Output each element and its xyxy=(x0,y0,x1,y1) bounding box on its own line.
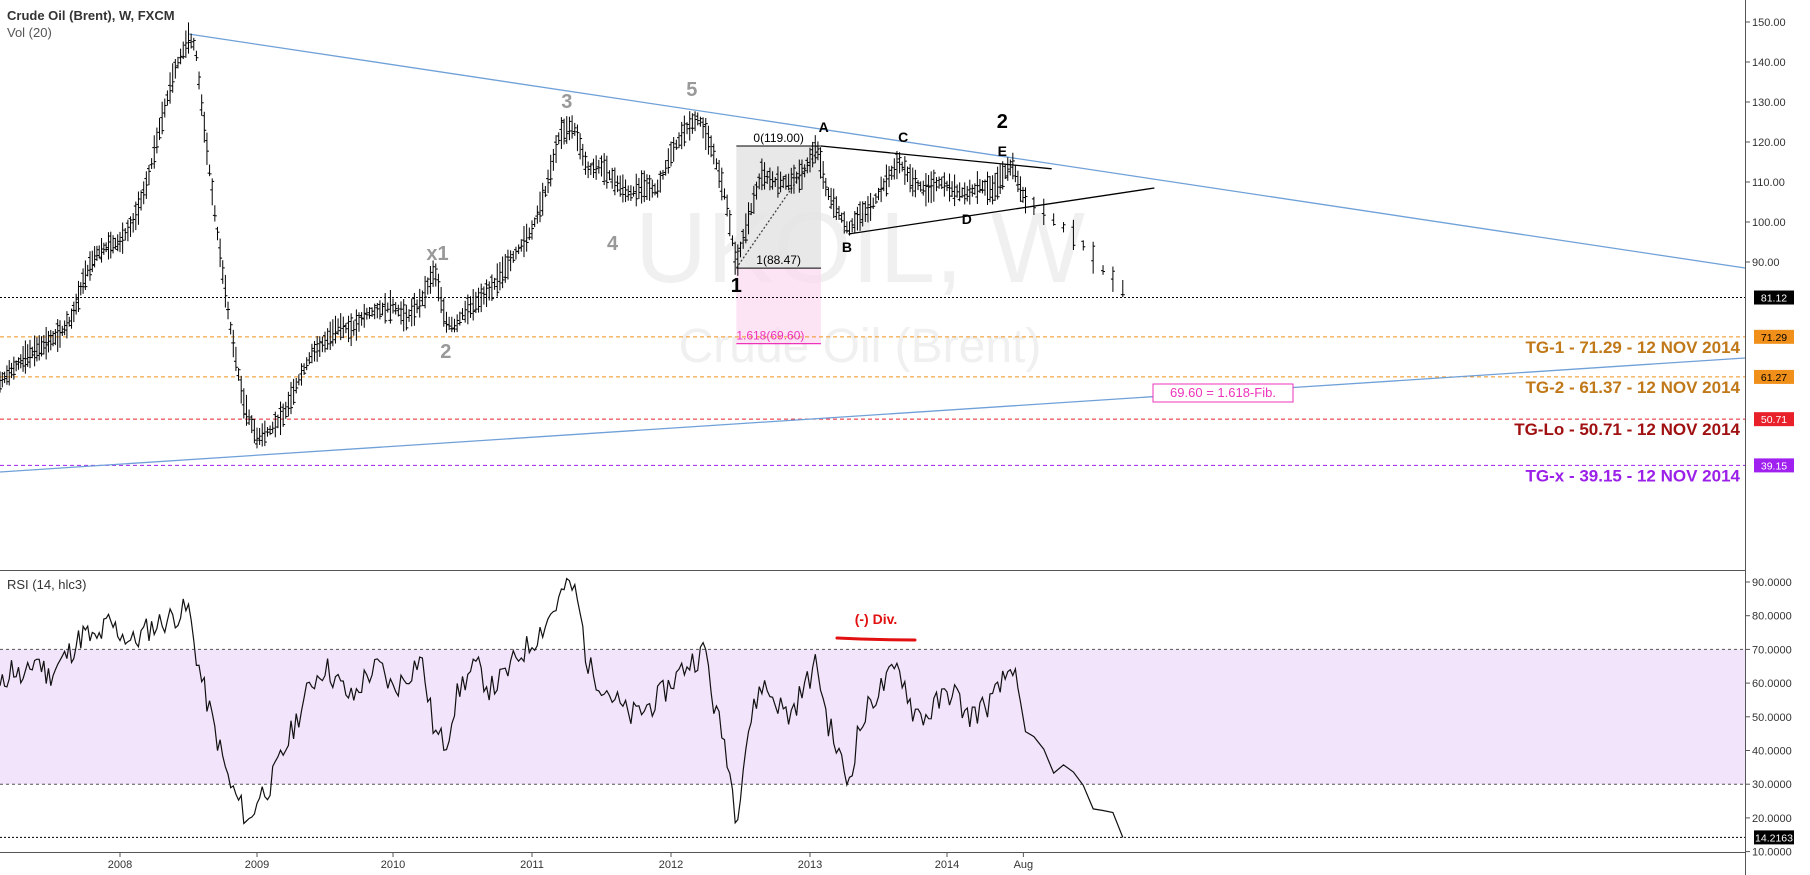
wave-label-C: C xyxy=(898,129,908,145)
price-tick-label: 100.00 xyxy=(1752,217,1786,229)
price-tick-label: 120.00 xyxy=(1752,137,1786,149)
rsi-tick-label: 70.0000 xyxy=(1752,644,1792,656)
rsi-divergence-underline xyxy=(835,636,917,642)
triangle-lower-line xyxy=(848,187,1155,235)
time-tick-label: 2011 xyxy=(520,859,544,871)
rsi-tick-label: 60.0000 xyxy=(1752,678,1792,690)
price-tag-label: 61.27 xyxy=(1761,372,1787,384)
wave-label-1: 1 xyxy=(731,275,742,297)
wave-label-2: 2 xyxy=(997,111,1008,133)
fib-callout-box xyxy=(1152,383,1294,403)
tglo-label: TG-Lo - 50.71 - 12 NOV 2014 xyxy=(1514,420,1740,439)
rsi-tick-label: 30.0000 xyxy=(1752,779,1792,791)
rsi-tick-label: 20.0000 xyxy=(1752,813,1792,825)
time-tick-label: 2012 xyxy=(659,859,683,871)
price-tag-bg xyxy=(1754,458,1794,473)
price-tag-bg xyxy=(1754,830,1794,845)
lower-trendline xyxy=(0,357,1746,473)
time-tick-label: 2009 xyxy=(245,859,269,871)
rsi-axis: 90.0000 80.0000 70.0000 60.0000 50.0000 40.00… xyxy=(1745,577,1792,859)
wave-label-B: B xyxy=(842,239,852,255)
price-tick-label: 130.00 xyxy=(1752,97,1786,109)
rsi-tick-label: 10.0000 xyxy=(1752,847,1792,859)
price-tag-bg xyxy=(1754,369,1794,384)
price-tag-label: 39.15 xyxy=(1761,460,1787,472)
time-tick-label: 2013 xyxy=(798,859,822,871)
wave-label-4: 4 xyxy=(607,233,619,255)
tgx-label: TG-x - 39.15 - 12 NOV 2014 xyxy=(1526,466,1741,485)
time-tick-label: 2010 xyxy=(381,859,405,871)
fib-diagonal xyxy=(735,145,822,269)
fib-extension-box xyxy=(736,268,821,344)
rsi-band xyxy=(0,649,1745,785)
rsi-tick-label: 40.0000 xyxy=(1752,746,1792,758)
tg1-label: TG-1 - 71.29 - 12 NOV 2014 xyxy=(1526,338,1741,357)
fib-retrace-box xyxy=(736,146,821,269)
watermark-name: Crude Oil (Brent) xyxy=(679,320,1042,373)
price-tag-bg xyxy=(1754,329,1794,344)
fib-bottom-label: 1(88.47) xyxy=(756,253,801,267)
time-tick-label: Aug xyxy=(1014,859,1034,871)
symbol-title: Crude Oil (Brent), W, FXCM xyxy=(7,8,175,23)
tg2-label: TG-2 - 61.37 - 12 NOV 2014 xyxy=(1526,378,1741,397)
rsi-tick-label: 50.0000 xyxy=(1752,712,1792,724)
rsi-divergence-label: (-) Div. xyxy=(855,611,898,627)
price-tag-label: 14.2163 xyxy=(1755,832,1793,844)
price-tick-label: 90.00 xyxy=(1752,257,1780,269)
price-axis: 150.00 140.00 130.00 120.00 110.00 100.00 90.0… xyxy=(1745,17,1786,269)
fib-extension-label: 1.618(69.60) xyxy=(736,329,804,343)
wave-label-3: 3 xyxy=(561,91,572,113)
wave-label-D: D xyxy=(962,211,972,227)
wave-label-A: A xyxy=(819,119,829,135)
upper-trendline xyxy=(188,33,1746,269)
wave-label-x2: 2 xyxy=(440,341,451,363)
time-tick-label: 2014 xyxy=(935,859,959,871)
price-pane xyxy=(0,0,1745,570)
price-tick-label: 150.00 xyxy=(1752,17,1786,29)
fib-top-label: 0(119.00) xyxy=(753,131,803,145)
rsi-tick-label: 90.0000 xyxy=(1752,577,1792,589)
price-bars xyxy=(0,22,1125,449)
price-tick-label: 140.00 xyxy=(1752,57,1786,69)
time-axis: 2008 2009 2010 2011 2012 2013 2014 Aug xyxy=(108,852,1033,871)
rsi-label: RSI (14, hlc3) xyxy=(7,577,86,592)
price-tag-bg xyxy=(1754,290,1794,305)
wave-label-5: 5 xyxy=(686,79,697,101)
price-tag-label: 81.12 xyxy=(1761,293,1787,305)
fib-callout-text: 69.60 = 1.618-Fib. xyxy=(1170,385,1276,400)
price-tick-label: 110.00 xyxy=(1752,177,1785,189)
price-tag-label: 50.71 xyxy=(1761,414,1787,426)
rsi-tick-label: 80.0000 xyxy=(1752,611,1792,623)
volume-label: Vol (20) xyxy=(7,25,52,40)
price-tags: 81.12 71.29 61.27 50.71 39.15 14.2163 xyxy=(1754,290,1794,845)
wave-label-E: E xyxy=(998,143,1007,159)
rsi-line xyxy=(0,577,1124,838)
wave-label-x1: x1 xyxy=(426,243,448,265)
time-tick-label: 2008 xyxy=(108,859,132,871)
price-tag-label: 71.29 xyxy=(1761,332,1787,344)
price-tag-bg xyxy=(1754,412,1794,427)
